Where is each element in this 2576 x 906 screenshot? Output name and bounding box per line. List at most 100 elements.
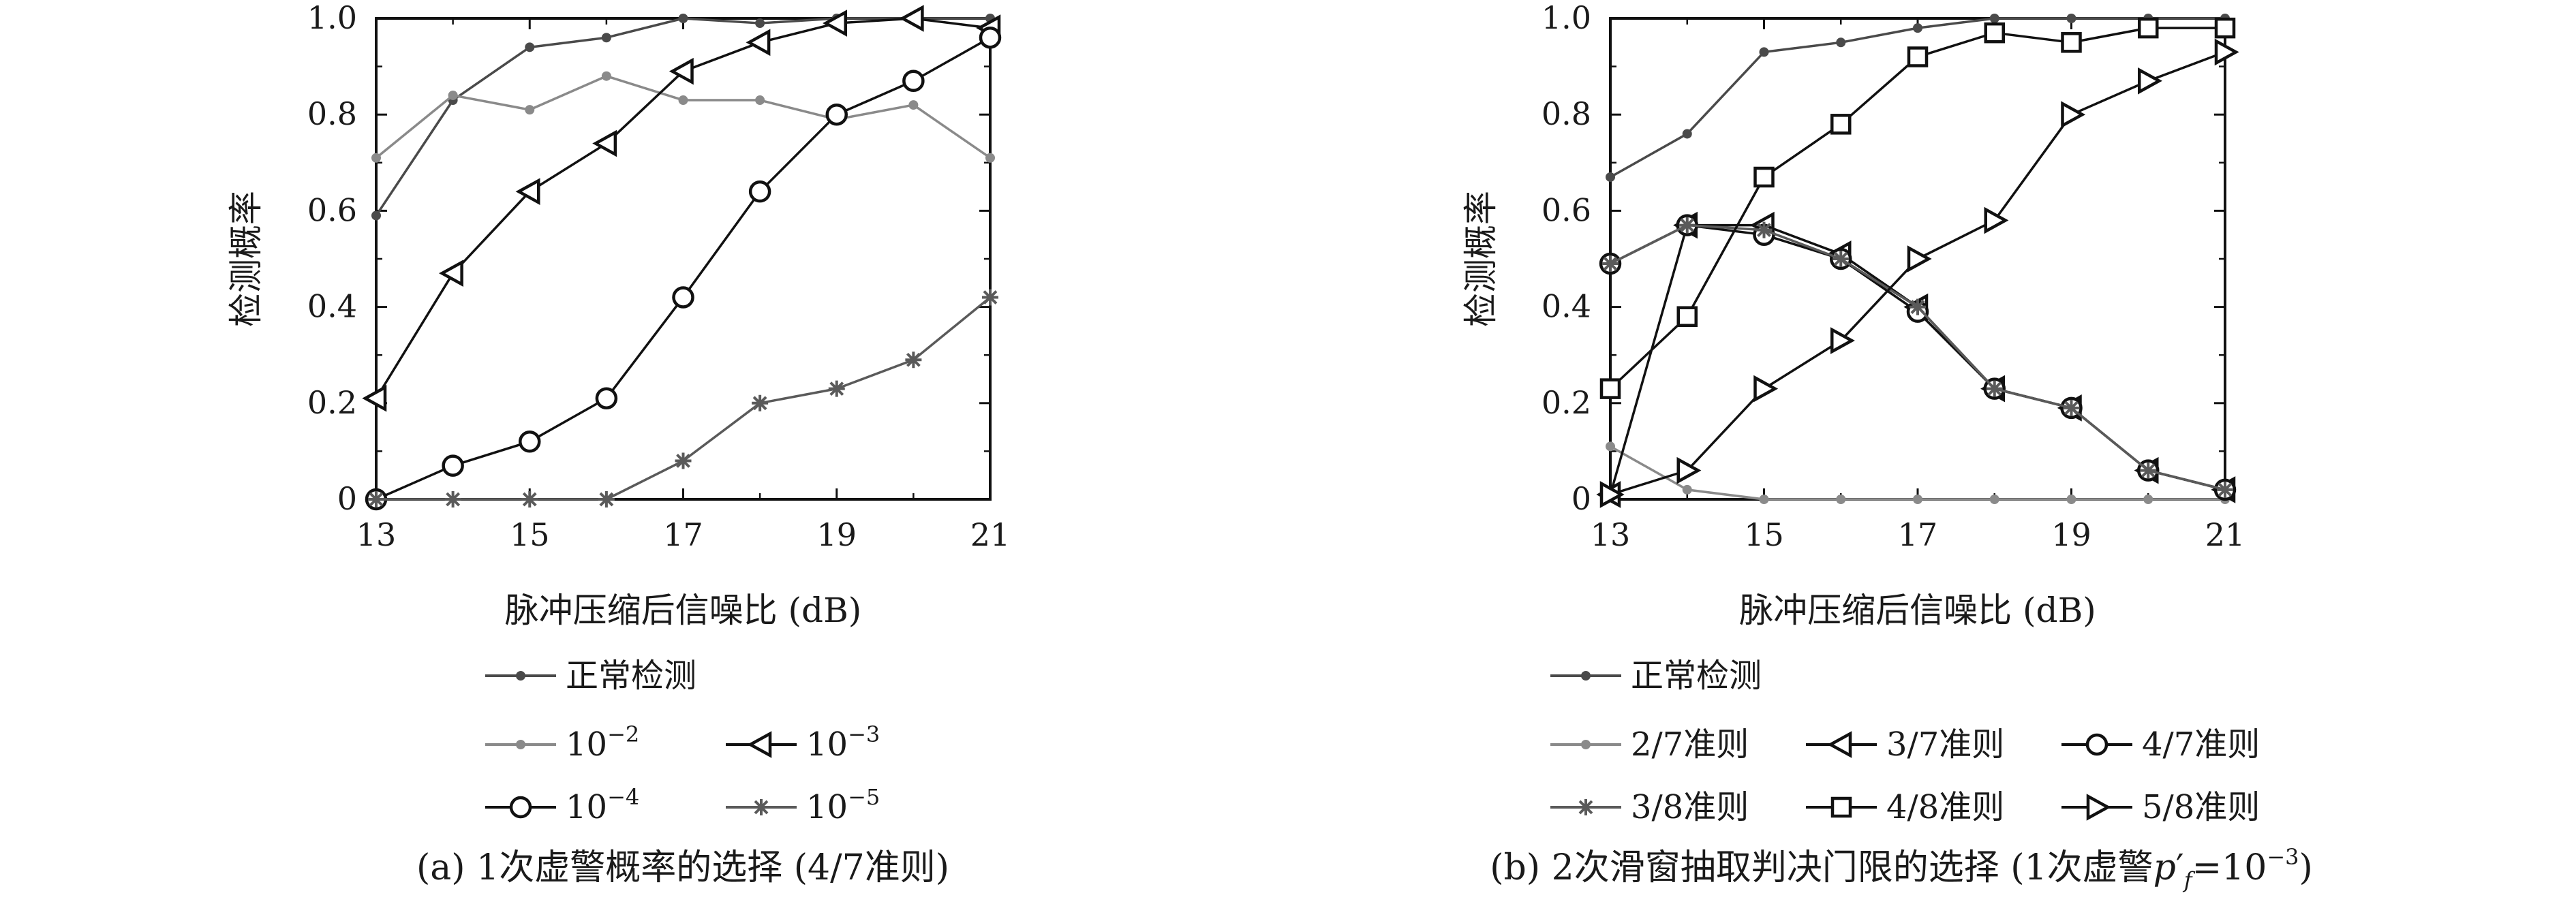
legend-entry: 5/8准则 xyxy=(2061,788,2260,826)
legend-marker xyxy=(516,671,525,681)
caption-part: ′ xyxy=(2176,847,2184,888)
data-point xyxy=(825,103,848,126)
data-point xyxy=(675,452,692,469)
data-point xyxy=(1913,495,1922,504)
data-point xyxy=(905,352,922,369)
x-tick-label: 19 xyxy=(816,516,857,553)
y-axis-label: 检测概率 xyxy=(1461,191,1501,327)
series-0 xyxy=(1606,14,2230,182)
legend-entry: 10−4 xyxy=(485,784,639,826)
legend-label: 10−4 xyxy=(566,784,639,826)
y-tick-label: 0.4 xyxy=(1542,288,1591,325)
data-point xyxy=(521,491,538,507)
data-point xyxy=(908,100,919,110)
series-line xyxy=(376,296,992,501)
legend-label: 正常检测 xyxy=(1631,657,1762,695)
x-tick-label: 21 xyxy=(970,516,1011,553)
data-point xyxy=(985,153,995,163)
legend-label-text: 4/7准则 xyxy=(2142,725,2260,764)
data-point xyxy=(1830,114,1852,135)
data-point xyxy=(669,57,694,85)
data-point xyxy=(1759,47,1769,57)
data-point xyxy=(371,153,381,163)
legend-marker xyxy=(1581,671,1591,681)
data-point xyxy=(823,10,847,37)
x-tick-label: 13 xyxy=(356,516,397,553)
legend-label: 10−2 xyxy=(566,721,639,764)
data-point xyxy=(1676,306,1698,327)
y-tick-label: 1.0 xyxy=(1542,0,1591,36)
data-point xyxy=(1913,23,1922,33)
y-tick-label: 0.4 xyxy=(307,288,357,325)
x-tick-label: 13 xyxy=(1591,516,1631,553)
x-axis-label: 脉冲压缩后信噪比 (dB) xyxy=(1739,591,2096,630)
y-tick-label: 0.8 xyxy=(307,95,357,132)
data-point xyxy=(1989,14,1999,23)
legend-entry: 2/7准则 xyxy=(1550,725,1749,764)
caption-part: =10 xyxy=(2192,847,2267,888)
chart-panel-1: 13 15 17 19 21 0 0.2 0.4 0.6 0.8 1.0 脉冲压缩后信噪比 (dB) 检… xyxy=(1461,0,2313,893)
legend-entry: 4/8准则 xyxy=(1806,788,2004,826)
data-point xyxy=(2217,481,2233,498)
data-point xyxy=(1682,484,1692,495)
data-point xyxy=(1599,481,1625,508)
x-tick-label: 17 xyxy=(663,516,703,553)
data-point xyxy=(2138,17,2159,39)
legend-label: 3/8准则 xyxy=(1631,788,1749,826)
legend-entry: 4/7准则 xyxy=(2061,725,2260,764)
legend-marker xyxy=(2086,794,2111,821)
y-tick-label: 0.2 xyxy=(307,384,357,421)
data-point xyxy=(1599,378,1621,399)
series-line xyxy=(375,17,990,217)
data-point xyxy=(746,29,771,57)
legend-marker xyxy=(509,796,532,819)
data-point xyxy=(902,69,925,93)
data-point xyxy=(1907,46,1929,67)
y-tick-label: 0.6 xyxy=(307,191,357,228)
data-point xyxy=(371,210,381,221)
data-point xyxy=(678,95,688,106)
legend-entry: 10−3 xyxy=(726,721,880,764)
legend-entry: 正常检测 xyxy=(485,657,696,695)
series-line xyxy=(1609,27,2225,390)
x-tick-label: 15 xyxy=(1744,516,1784,553)
data-point xyxy=(1678,217,1696,234)
data-point xyxy=(362,384,387,412)
data-point xyxy=(448,90,458,100)
legend-label-text: 10 xyxy=(806,725,848,764)
data-point xyxy=(525,42,535,52)
data-point xyxy=(672,286,694,309)
x-axis-label: 脉冲压缩后信噪比 (dB) xyxy=(505,591,862,630)
data-point xyxy=(755,95,765,106)
legend-label-exponent: −2 xyxy=(607,721,639,747)
data-point xyxy=(601,33,611,43)
data-point xyxy=(592,129,617,157)
data-point xyxy=(828,380,845,397)
legend-label-exponent: −5 xyxy=(848,784,880,810)
data-point xyxy=(1606,441,1615,452)
legend-label: 5/8准则 xyxy=(2142,788,2260,826)
legend-entry: 10−2 xyxy=(485,721,639,764)
data-point xyxy=(1676,456,1702,484)
data-point xyxy=(1984,22,2005,44)
caption-part: p xyxy=(2153,847,2176,888)
data-point xyxy=(598,491,615,507)
y-axis-label: 检测概率 xyxy=(226,191,266,327)
legend-label-text: 10 xyxy=(806,788,848,826)
series-4 xyxy=(1602,217,2233,498)
data-point xyxy=(2214,17,2236,39)
data-point xyxy=(755,18,765,29)
caption-part: (b) 2次滑窗抽取判决门限的选择 (1次虚警 xyxy=(1490,847,2153,888)
y-tick-label: 0.2 xyxy=(1542,384,1591,421)
data-point xyxy=(1836,495,1846,504)
legend-label-text: 10 xyxy=(566,725,607,764)
legend-marker xyxy=(2085,733,2109,756)
legend-label-text: 3/7准则 xyxy=(1886,725,2004,764)
data-point xyxy=(2140,462,2157,479)
data-point xyxy=(515,178,540,205)
legend-marker xyxy=(1581,740,1591,749)
figure-caption: (a) 1次虚警概率的选择 (4/7准则) xyxy=(416,847,949,888)
caption-part: ) xyxy=(2299,847,2312,888)
data-point xyxy=(1753,166,1775,188)
x-tick-label: 21 xyxy=(2205,516,2245,553)
